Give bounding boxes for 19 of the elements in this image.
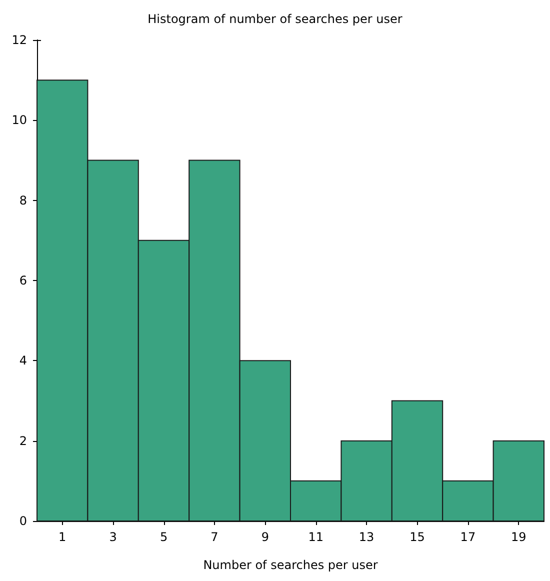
x-tick-label: 13 (358, 530, 374, 544)
y-tick-label: 4 (19, 354, 27, 368)
x-tick-label: 5 (160, 530, 168, 544)
y-tick-label: 6 (19, 274, 27, 288)
x-tick-label: 11 (308, 530, 324, 544)
x-tick-label: 3 (109, 530, 117, 544)
chart-title: Histogram of number of searches per user (148, 12, 402, 26)
x-tick-label: 1 (58, 530, 66, 544)
x-tick-label: 19 (511, 530, 526, 544)
x-tick-label: 15 (410, 530, 425, 544)
y-tick-label: 8 (19, 193, 27, 208)
x-tick-label: 9 (261, 530, 269, 544)
y-tick-label: 10 (12, 113, 27, 128)
y-tick-label: 2 (19, 434, 27, 448)
y-tick-label: 0 (19, 514, 27, 528)
x-tick-label: 17 (460, 530, 476, 544)
y-tick-label: 12 (12, 33, 27, 47)
x-axis-title: Number of searches per user (203, 558, 378, 572)
x-tick-label: 7 (210, 530, 218, 544)
